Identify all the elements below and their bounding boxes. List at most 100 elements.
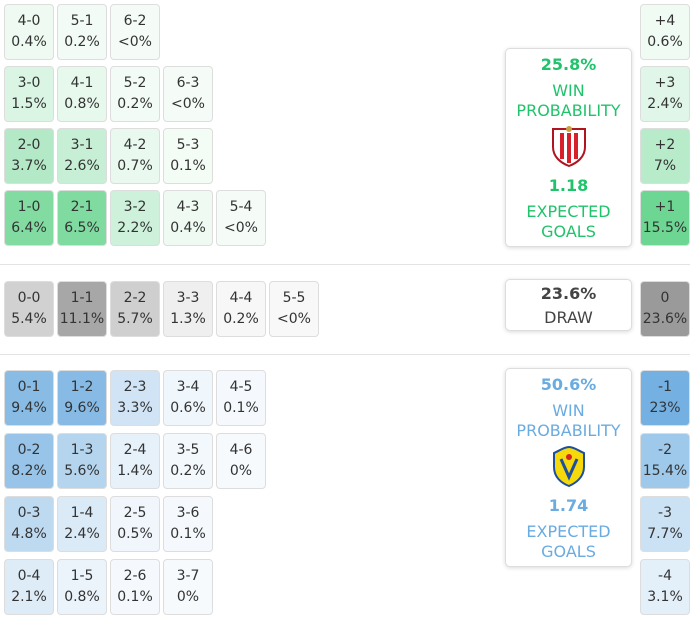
probability: 5.7%: [117, 311, 153, 327]
score: 3-4: [176, 379, 200, 395]
probability: 5.4%: [11, 311, 47, 327]
win-probability: 50.6%: [540, 375, 597, 394]
score-cell: 6-3 <0%: [163, 66, 213, 122]
score: 1-3: [70, 442, 94, 458]
margin-cell: -3 7.7%: [640, 496, 690, 552]
score-cell: 4-0 0.4%: [4, 4, 54, 60]
score-cell: 4-4 0.2%: [216, 281, 266, 337]
probability: 2.2%: [117, 220, 153, 236]
score-cell: 4-6 0%: [216, 433, 266, 489]
score-cell: 1-0 6.4%: [4, 190, 54, 246]
probability: 23.6%: [642, 311, 688, 327]
score-cell: 3-6 0.1%: [163, 496, 213, 552]
score-cell: 3-3 1.3%: [163, 281, 213, 337]
probability: 4.8%: [11, 526, 47, 542]
score: 5-3: [176, 137, 200, 153]
score-cell: 5-2 0.2%: [110, 66, 160, 122]
score: 3-1: [70, 137, 94, 153]
probability: 6.4%: [11, 220, 47, 236]
separator: [0, 354, 690, 355]
score: -1: [658, 379, 672, 395]
probability: 1.5%: [11, 96, 47, 112]
score: 2-4: [123, 442, 147, 458]
draw-label: DRAW: [544, 308, 593, 327]
score-cell: 1-2 9.6%: [57, 370, 107, 426]
score-cell: 4-3 0.4%: [163, 190, 213, 246]
score: 4-4: [229, 290, 253, 306]
probability: 7%: [653, 158, 677, 174]
score-cell: 3-1 2.6%: [57, 128, 107, 184]
score: 1-2: [70, 379, 94, 395]
probability: 23%: [649, 400, 681, 416]
probability: 2.6%: [64, 158, 100, 174]
probability: 0.8%: [64, 96, 100, 112]
score: -4: [658, 568, 672, 584]
score: 4-0: [17, 13, 41, 29]
probability: 9.4%: [11, 400, 47, 416]
probability: 0.6%: [647, 34, 683, 50]
margin-cell: -4 3.1%: [640, 559, 690, 615]
score: 4-6: [229, 442, 253, 458]
score: 6-2: [123, 13, 147, 29]
margin-cell: +1 15.5%: [640, 190, 690, 246]
probability: 0.2%: [64, 34, 100, 50]
margin-cell: 0 23.6%: [640, 281, 690, 337]
score: 4-1: [70, 75, 94, 91]
margin-cell: +2 7%: [640, 128, 690, 184]
score-cell: 4-2 0.7%: [110, 128, 160, 184]
score-cell: 2-3 3.3%: [110, 370, 160, 426]
probability: 9.6%: [64, 400, 100, 416]
score-cell: 1-1 11.1%: [57, 281, 107, 337]
score: +2: [654, 137, 676, 153]
win-label: WIN PROBABILITY: [516, 81, 621, 120]
home-logo: [551, 126, 586, 168]
margin-cell: -1 23%: [640, 370, 690, 426]
away-card: 50.6% WIN PROBABILITY 1.74 EXPECTED GOAL…: [505, 368, 632, 567]
draw-probability: 23.6%: [540, 284, 597, 303]
margin-cell: +4 0.6%: [640, 4, 690, 60]
probability: 1.4%: [117, 463, 153, 479]
score: 0-0: [17, 290, 41, 306]
score-cell: 4-5 0.1%: [216, 370, 266, 426]
score: 5-5: [282, 290, 306, 306]
probability: 2.4%: [64, 526, 100, 542]
score: 0-4: [17, 568, 41, 584]
score-cell: 6-2 <0%: [110, 4, 160, 60]
score-cell: 0-2 8.2%: [4, 433, 54, 489]
score-cell: 2-2 5.7%: [110, 281, 160, 337]
away-logo: [552, 445, 585, 488]
win-label: WIN PROBABILITY: [516, 401, 621, 440]
score-cell: 5-3 0.1%: [163, 128, 213, 184]
score: 3-5: [176, 442, 200, 458]
goals-label: EXPECTED GOALS: [526, 202, 611, 241]
probability: 0.5%: [117, 526, 153, 542]
score-cell: 0-3 4.8%: [4, 496, 54, 552]
score: 1-0: [17, 199, 41, 215]
goals-label: EXPECTED GOALS: [526, 522, 611, 561]
expected-goals: 1.74: [548, 496, 589, 515]
score-cell: 2-5 0.5%: [110, 496, 160, 552]
score-cell: 1-3 5.6%: [57, 433, 107, 489]
probability: 3.7%: [11, 158, 47, 174]
score: +4: [654, 13, 676, 29]
probability: 0.1%: [170, 526, 206, 542]
score: 3-3: [176, 290, 200, 306]
expected-goals: 1.18: [548, 176, 589, 195]
score: 2-5: [123, 505, 147, 521]
score-cell: 3-0 1.5%: [4, 66, 54, 122]
score: 1-5: [70, 568, 94, 584]
score-cell: 5-5 <0%: [269, 281, 319, 337]
probability: 0.1%: [117, 589, 153, 605]
score: 4-2: [123, 137, 147, 153]
score-cell: 5-4 <0%: [216, 190, 266, 246]
score: 2-1: [70, 199, 94, 215]
score-cell: 3-4 0.6%: [163, 370, 213, 426]
score-cell: 2-6 0.1%: [110, 559, 160, 615]
probability: 0.2%: [117, 96, 153, 112]
probability: 3.3%: [117, 400, 153, 416]
score-cell: 3-7 0%: [163, 559, 213, 615]
score: +1: [654, 199, 676, 215]
separator: [0, 264, 690, 265]
score: 5-4: [229, 199, 253, 215]
